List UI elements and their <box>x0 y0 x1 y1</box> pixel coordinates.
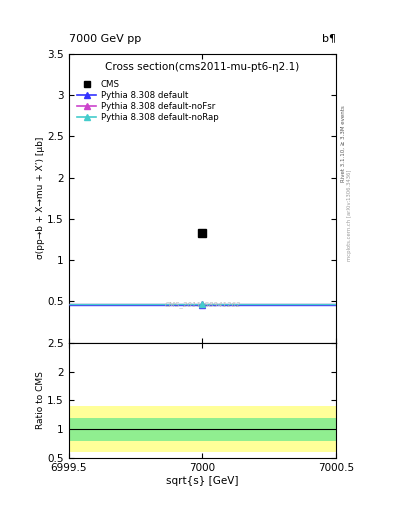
Text: b¶: b¶ <box>322 33 336 44</box>
Text: Cross section(cms2011-mu-pt6-η2.1): Cross section(cms2011-mu-pt6-η2.1) <box>105 62 299 72</box>
Y-axis label: Ratio to CMS: Ratio to CMS <box>35 372 44 430</box>
Bar <box>69 418 336 441</box>
Bar <box>69 406 336 453</box>
X-axis label: sqrt{s} [GeV]: sqrt{s} [GeV] <box>166 476 239 486</box>
Text: CMS_2011_S8941262: CMS_2011_S8941262 <box>164 302 241 309</box>
Text: 7000 GeV pp: 7000 GeV pp <box>69 33 141 44</box>
Legend: CMS, Pythia 8.308 default, Pythia 8.308 default-noFsr, Pythia 8.308 default-noRa: CMS, Pythia 8.308 default, Pythia 8.308 … <box>76 78 220 124</box>
Text: mcplots.cern.ch [arXiv:1306.3436]: mcplots.cern.ch [arXiv:1306.3436] <box>347 169 352 261</box>
Text: Rivet 3.1.10, ≥ 3.3M events: Rivet 3.1.10, ≥ 3.3M events <box>341 105 346 182</box>
Y-axis label: σ(pp→b + X→mu + X’) [μb]: σ(pp→b + X→mu + X’) [μb] <box>35 137 44 260</box>
